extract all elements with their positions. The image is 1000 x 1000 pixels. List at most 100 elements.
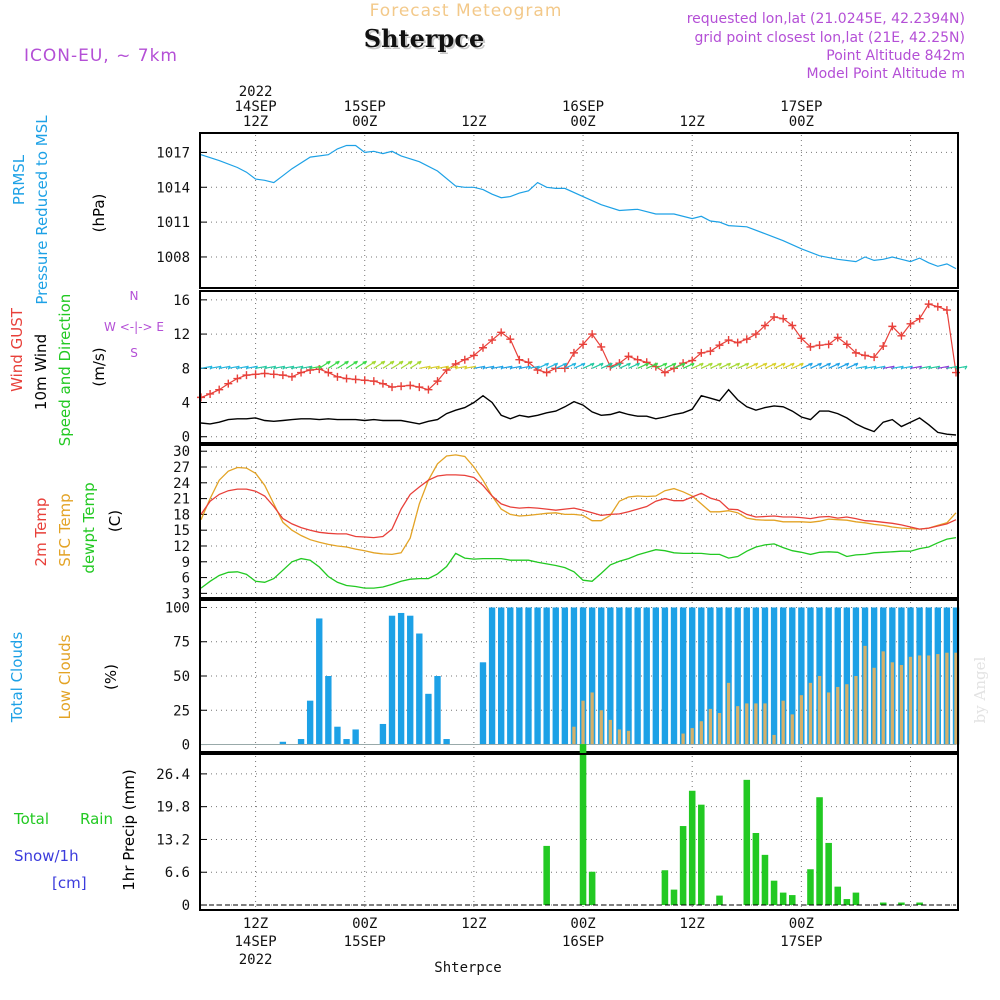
- gust-marker: [633, 355, 642, 364]
- top-time-label: 12Z: [243, 114, 268, 130]
- gust-marker: [742, 335, 751, 344]
- total-cloud-bar: [552, 607, 559, 745]
- gust-marker: [215, 385, 224, 394]
- y-tick-label: 19.8: [156, 800, 190, 816]
- gust-marker: [797, 334, 806, 343]
- wind-direction-arrow: [792, 362, 804, 369]
- low-cloud-bar: [845, 684, 849, 745]
- gust-marker: [297, 368, 306, 377]
- gust-marker: [524, 358, 533, 367]
- total-cloud-bar: [579, 607, 587, 745]
- low-cloud-bar: [699, 721, 703, 745]
- total-cloud-bar: [488, 607, 496, 745]
- low-cloud-bar: [754, 703, 758, 745]
- y-tick-label: 13.2: [156, 832, 190, 848]
- wind-direction-arrow: [318, 360, 331, 369]
- total-cloud-bar: [825, 607, 832, 745]
- wind-direction-arrow: [682, 362, 695, 369]
- y-tick-label: 9: [182, 555, 190, 571]
- snow-label: Snow/1h: [14, 847, 79, 865]
- gust-marker: [478, 343, 487, 352]
- total-cloud-bar: [752, 607, 760, 745]
- bottom-time-label: 00Z: [352, 916, 377, 932]
- total-cloud-bar: [798, 607, 805, 745]
- wind-direction-arrow: [673, 362, 686, 369]
- gust-marker: [660, 368, 669, 377]
- pressure-label-2: Pressure Reduced to MSL: [33, 115, 51, 305]
- gust-marker: [469, 351, 478, 360]
- total-cloud-bar: [634, 607, 641, 745]
- bottom-time-label: 00Z: [789, 916, 814, 932]
- low-cloud-bar: [590, 692, 594, 745]
- gust-line: [200, 303, 957, 398]
- wind-direction-arrow: [801, 362, 813, 369]
- gust-marker: [861, 351, 870, 360]
- total-cloud-bar: [306, 700, 314, 745]
- gust-marker: [788, 321, 797, 330]
- bottom-time-label: 17SEP: [780, 934, 822, 950]
- gust-marker: [388, 383, 397, 392]
- gust-marker: [369, 377, 378, 386]
- gust-marker: [415, 383, 424, 392]
- wind-direction-arrow: [391, 360, 404, 369]
- rain-bar: [916, 902, 923, 906]
- gust-marker: [760, 321, 769, 330]
- total-cloud-bar: [525, 607, 532, 745]
- total-cloud-bar: [716, 607, 723, 745]
- low-cloud-bar: [917, 655, 922, 745]
- low-cloud-bar: [836, 686, 840, 745]
- gust-marker: [815, 341, 824, 350]
- pressure-line: [200, 144, 957, 270]
- gust-marker: [351, 375, 360, 384]
- rain-bar: [788, 895, 796, 906]
- y-tick-label: 27: [173, 460, 190, 476]
- gust-marker: [933, 302, 942, 311]
- wind-direction-arrow: [382, 360, 395, 369]
- y-tick-label: 6.6: [165, 865, 190, 881]
- top-time-label: 00Z: [352, 114, 377, 130]
- gust-marker: [460, 355, 469, 364]
- point-altitude: Point Altitude 842m: [826, 48, 965, 64]
- low-cloud-bar: [736, 706, 740, 745]
- requested-coords: requested lon,lat (21.0245E, 42.2394N): [687, 11, 965, 27]
- wind-direction-arrow: [701, 362, 713, 369]
- low-cloud-bar: [908, 656, 913, 745]
- wind-direction-arrow: [782, 362, 795, 369]
- precip-panel: 0 6.6 13.2 19.8 26.4 Total Rain Snow/1h [cm]…: [13, 744, 959, 914]
- gust-marker: [342, 374, 351, 383]
- rain-bar: [670, 889, 678, 906]
- rain-bar: [679, 826, 687, 906]
- gust-marker: [324, 368, 333, 377]
- rain-bar: [770, 880, 778, 906]
- rain-bar: [588, 871, 596, 906]
- gust-marker: [397, 382, 406, 391]
- wind-direction-arrow: [364, 360, 377, 369]
- rain-bar: [752, 832, 760, 906]
- rain-bar: [816, 797, 823, 906]
- clouds-unit: (%): [102, 664, 120, 690]
- wind-direction-arrow: [710, 362, 722, 369]
- wind-direction-arrow: [373, 360, 386, 369]
- gust-marker: [870, 353, 879, 362]
- faint-title: Forecast Meteogram: [370, 1, 563, 21]
- rain-bar: [661, 870, 669, 906]
- wind-label: 10m Wind: [32, 334, 50, 410]
- gust-marker: [206, 389, 215, 398]
- y-tick-label: 12: [173, 327, 190, 343]
- low-cloud-bar: [808, 682, 813, 745]
- low-cloud-bar: [954, 652, 958, 745]
- total-cloud-bar: [297, 739, 305, 745]
- gust-marker: [724, 336, 733, 345]
- total-cloud-bar: [434, 676, 441, 745]
- clouds-frame: [199, 599, 959, 753]
- bottom-time-label: 12Z: [243, 916, 268, 932]
- gust-marker: [224, 379, 233, 388]
- wind-direction-arrow: [337, 360, 349, 369]
- pressure-plot: 1008 1011 1014 1017: [156, 135, 957, 286]
- wind-direction-arrow: [564, 362, 577, 369]
- wind-direction-arrow: [328, 360, 340, 369]
- total-cloud-bar: [397, 612, 405, 745]
- y-tick-label: 1011: [156, 215, 190, 231]
- total-cloud-bar: [670, 607, 678, 745]
